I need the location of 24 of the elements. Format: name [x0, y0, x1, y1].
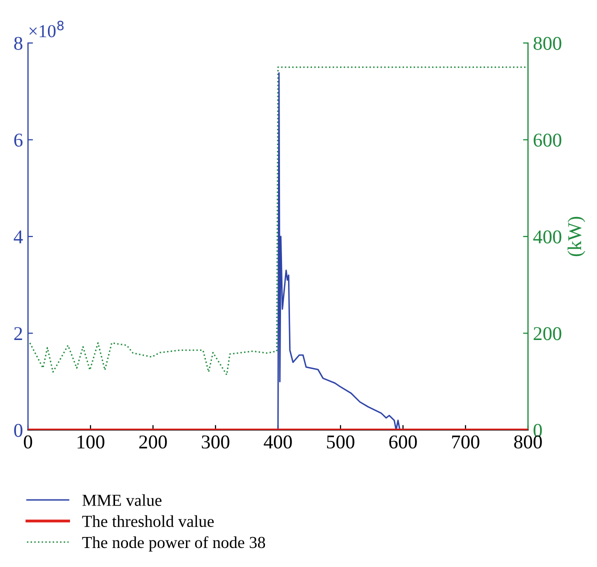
- x-tick-label: 200: [139, 435, 167, 449]
- y2-tick-label: 600: [534, 134, 562, 147]
- x-tick-label: 800: [514, 435, 542, 449]
- y-tick-label: 2: [14, 327, 22, 340]
- y-tick-label: 4: [14, 230, 23, 244]
- x-tick-label: 100: [78, 435, 104, 449]
- y-tick-label: 8: [14, 36, 22, 50]
- legend-label: The node power of node 38: [82, 536, 266, 552]
- y2-tick-label: 400: [533, 230, 562, 244]
- y-tick-label: 0: [14, 424, 22, 437]
- x-tick-label: 700: [452, 435, 480, 449]
- x-tick-label: 0: [24, 435, 32, 449]
- y2-axis-title: (kW): [568, 216, 586, 256]
- legend-label: MME value: [82, 494, 162, 506]
- y2-tick-label: 800: [534, 36, 562, 50]
- y2-tick-label: 200: [534, 327, 562, 340]
- y2-tick-label: 0: [534, 424, 542, 437]
- y-tick-label: 6: [14, 134, 23, 147]
- x-tick-label: 400: [264, 435, 292, 449]
- legend-label: The threshold value: [82, 515, 214, 527]
- x-tick-label: 300: [202, 435, 230, 449]
- x-tick-label: 600: [389, 435, 417, 449]
- x-tick-label: 500: [327, 435, 354, 449]
- text: ×10$^{8}$: [29, 20, 64, 38]
